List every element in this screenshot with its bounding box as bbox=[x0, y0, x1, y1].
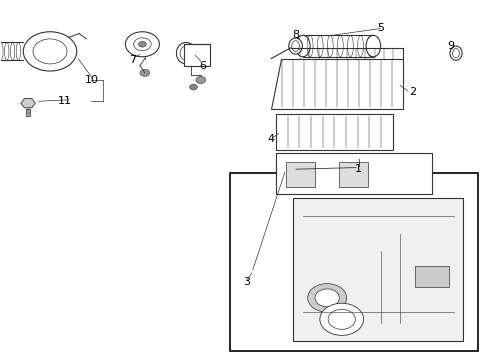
Text: 1: 1 bbox=[355, 164, 362, 174]
Bar bbox=[26, 109, 30, 116]
Text: 6: 6 bbox=[199, 61, 206, 71]
Polygon shape bbox=[21, 99, 35, 108]
Ellipse shape bbox=[288, 38, 302, 54]
Bar bbox=[183, 44, 210, 66]
Polygon shape bbox=[271, 59, 402, 109]
Circle shape bbox=[23, 32, 77, 71]
Text: 11: 11 bbox=[58, 96, 71, 107]
Bar bbox=[229, 173, 477, 351]
Bar bbox=[339, 162, 368, 187]
Text: 2: 2 bbox=[408, 87, 415, 98]
Text: 9: 9 bbox=[447, 41, 454, 51]
Bar bbox=[285, 162, 314, 187]
Circle shape bbox=[314, 289, 339, 307]
Circle shape bbox=[138, 41, 146, 47]
Circle shape bbox=[319, 303, 363, 336]
Text: 8: 8 bbox=[291, 30, 299, 40]
Bar bbox=[414, 266, 448, 287]
Circle shape bbox=[140, 69, 149, 76]
Ellipse shape bbox=[176, 42, 196, 64]
Circle shape bbox=[196, 76, 205, 84]
Polygon shape bbox=[276, 114, 392, 150]
Ellipse shape bbox=[295, 35, 309, 57]
Text: 4: 4 bbox=[267, 134, 274, 144]
Bar bbox=[276, 153, 431, 194]
Text: 3: 3 bbox=[243, 277, 250, 287]
Ellipse shape bbox=[366, 35, 380, 57]
Text: 5: 5 bbox=[376, 23, 384, 33]
Bar bbox=[292, 198, 462, 341]
Circle shape bbox=[189, 84, 197, 90]
Circle shape bbox=[307, 284, 346, 312]
Ellipse shape bbox=[449, 46, 461, 60]
Circle shape bbox=[125, 32, 159, 57]
Text: 7: 7 bbox=[129, 55, 136, 65]
Text: 10: 10 bbox=[84, 75, 98, 85]
